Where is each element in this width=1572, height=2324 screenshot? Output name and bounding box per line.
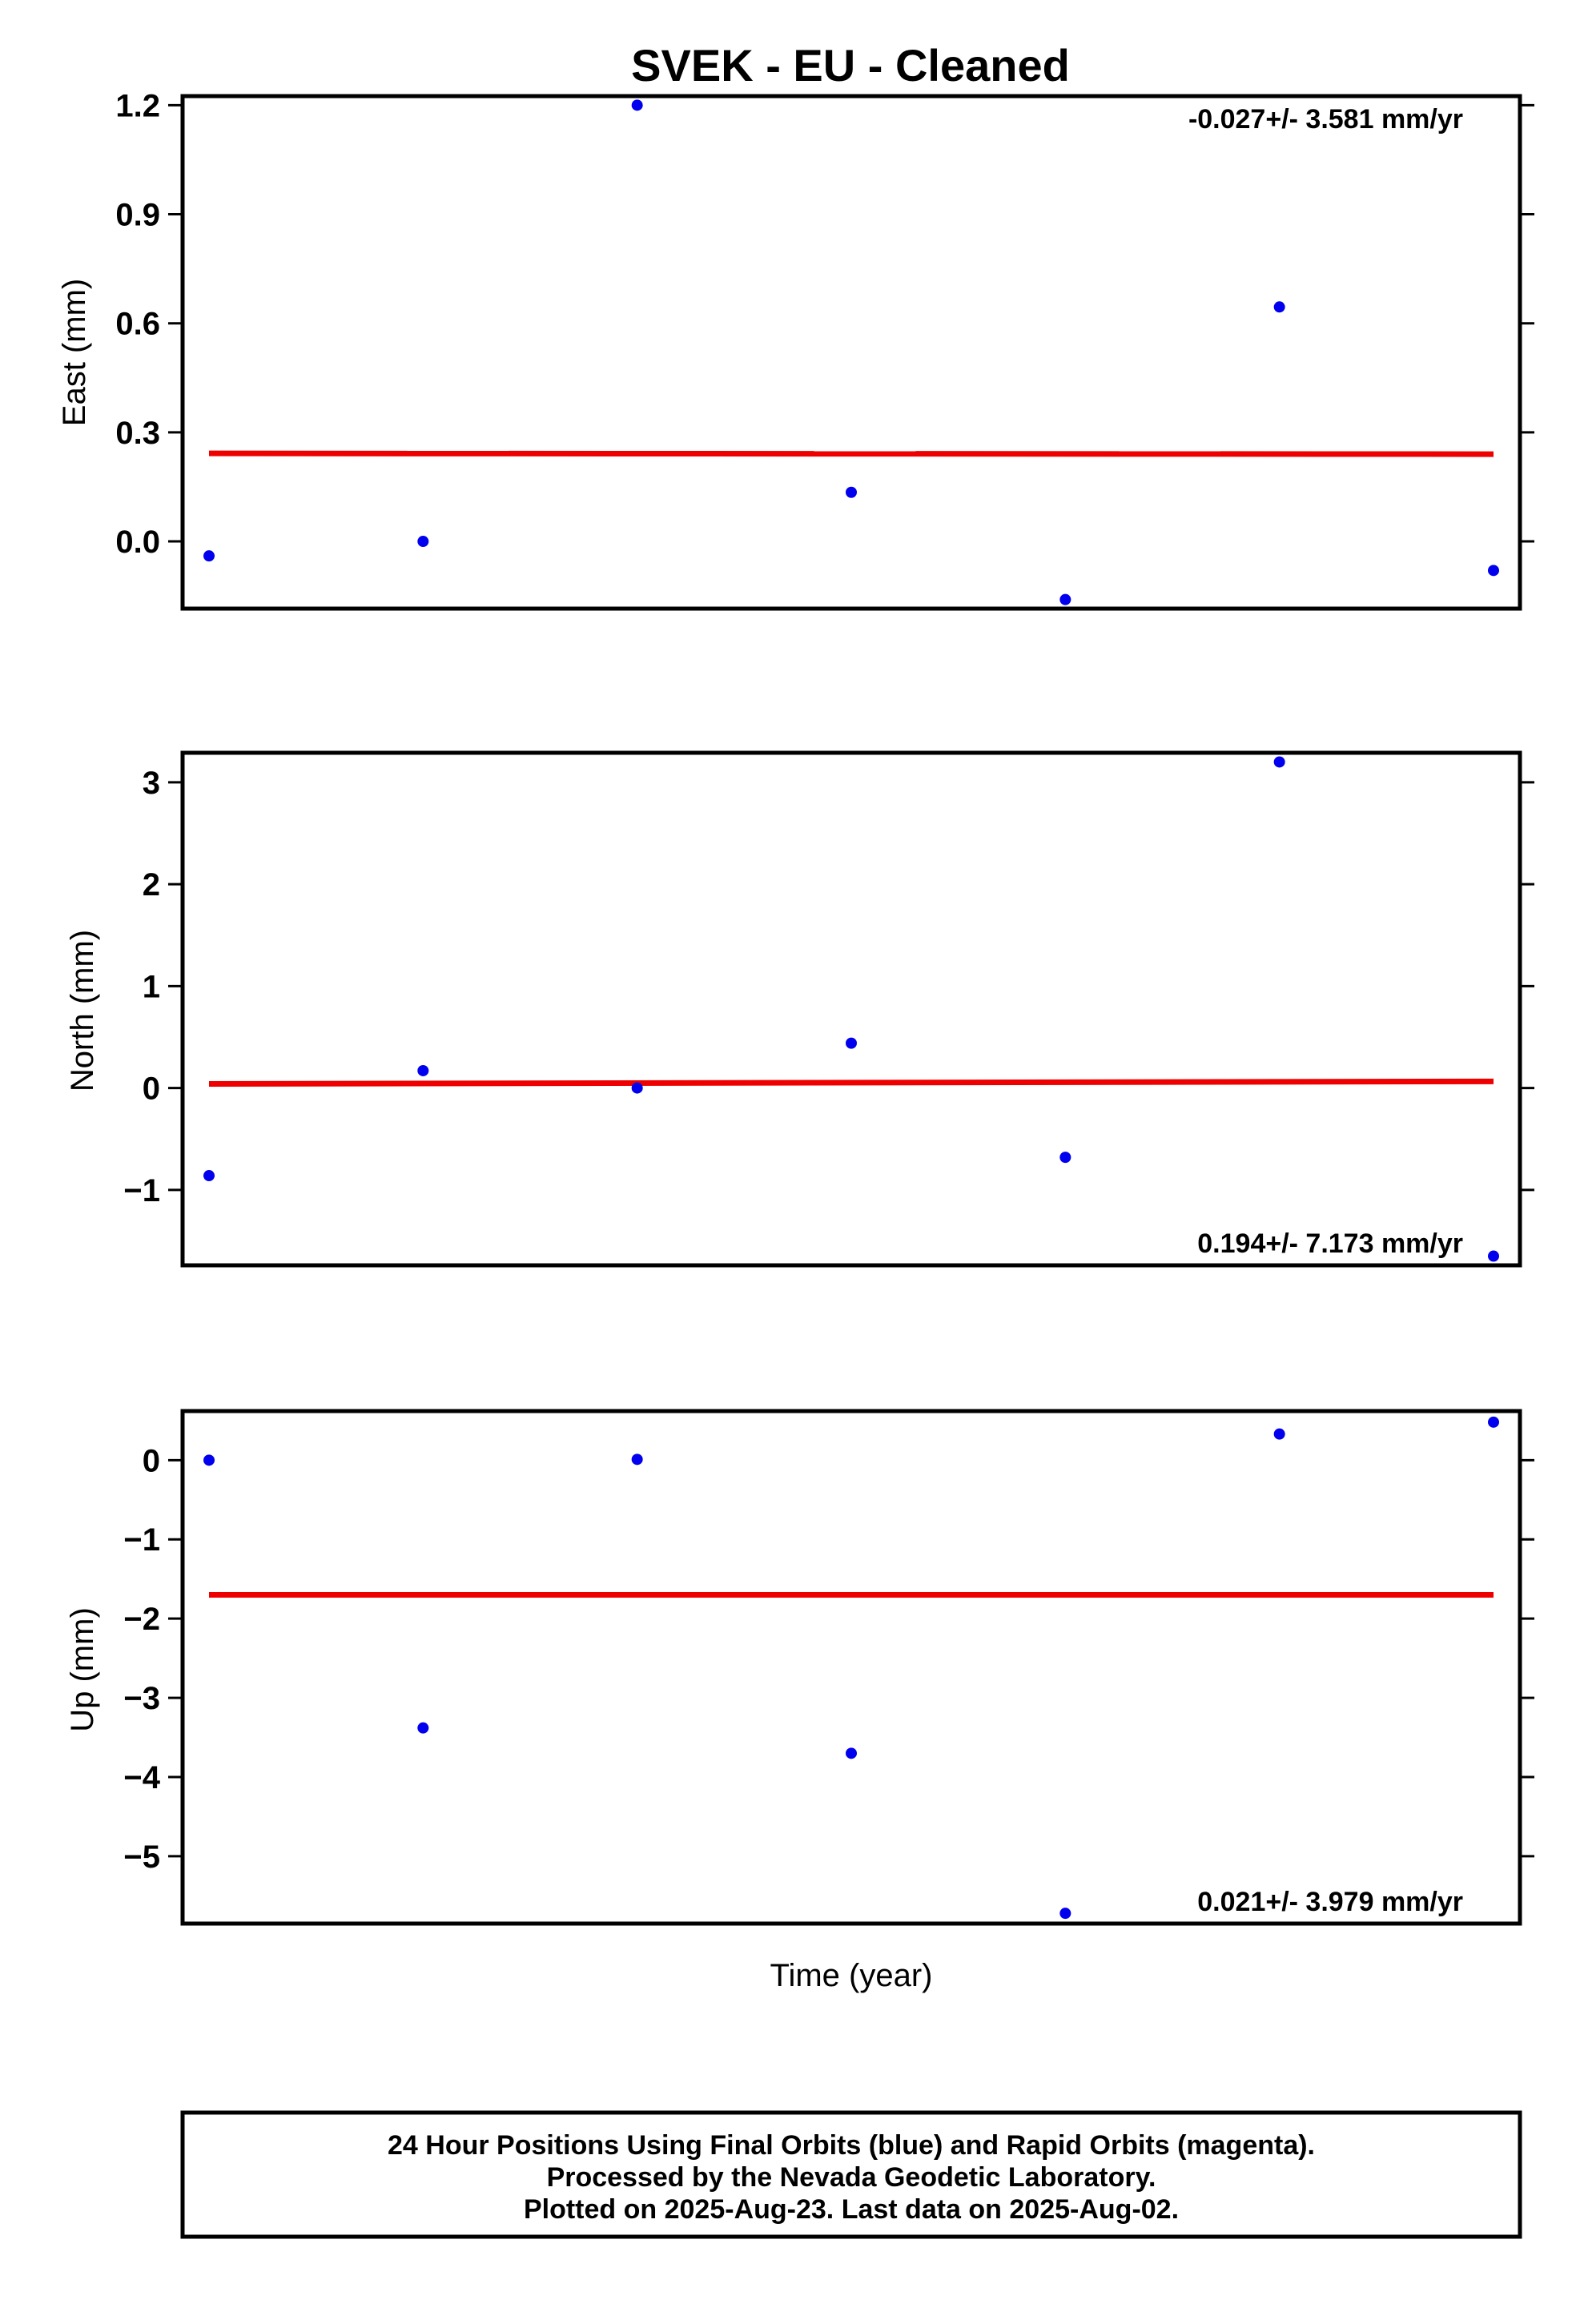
- east-plot-frame: [180, 94, 1522, 611]
- east-ytick-label: 1.2: [115, 88, 160, 123]
- footer-frame: [180, 2110, 1522, 2239]
- up-point: [203, 1454, 215, 1466]
- up-marks: 0 −1 −2 −3 −4 −5: [123, 1416, 1534, 1920]
- east-ytick-label: 0.3: [115, 416, 160, 451]
- up-panel: Up (mm) 0.021+/- 3.979 mm/yr 0 −1 −2 −3 −4 −5: [65, 1409, 1534, 1926]
- up-ytick-label: 0: [143, 1443, 160, 1478]
- up-rate-label: 0.021+/- 3.979 mm/yr: [1197, 1887, 1463, 1917]
- east-ytick-label: 0.0: [115, 525, 160, 560]
- footer-line-orbits: 24 Hour Positions Using Final Orbits (bl…: [388, 2130, 1315, 2161]
- east-ytick-label: 0.9: [115, 198, 160, 233]
- north-plot-frame: [180, 750, 1522, 1268]
- up-ytick-label: −5: [123, 1839, 160, 1875]
- north-trend-line: [208, 1078, 1494, 1088]
- north-point: [846, 1037, 857, 1049]
- east-point: [203, 550, 215, 562]
- up-plot-frame: [180, 1409, 1522, 1926]
- north-point: [1488, 1250, 1499, 1262]
- up-point: [846, 1747, 857, 1759]
- north-ytick-label: 3: [143, 766, 160, 801]
- north-point: [203, 1170, 215, 1182]
- east-rate-label: -0.027+/- 3.581 mm/yr: [1188, 104, 1463, 135]
- up-point: [1059, 1908, 1071, 1920]
- north-point: [1059, 1152, 1071, 1164]
- north-point: [417, 1064, 429, 1076]
- chart-title: SVEK - EU - Cleaned: [631, 40, 1070, 90]
- east-ytick-label: 0.6: [115, 307, 160, 342]
- east-axis-label: East (mm): [57, 279, 92, 426]
- up-point: [1488, 1416, 1499, 1428]
- up-point: [417, 1722, 429, 1734]
- east-point: [1273, 301, 1285, 313]
- east-panel: East (mm) -0.027+/- 3.581 mm/yr 1.2 0.9 0.…: [57, 88, 1534, 611]
- east-point: [1488, 565, 1499, 577]
- north-ytick-label: 1: [143, 969, 160, 1004]
- east-point: [846, 486, 857, 498]
- up-axis-label: Up (mm): [65, 1607, 100, 1732]
- up-point: [1273, 1428, 1285, 1440]
- north-axis-label: North (mm): [65, 930, 100, 1092]
- north-panel: North (mm) 0.194+/- 7.173 mm/yr 3 2 1 0 −1: [65, 750, 1534, 1268]
- up-ytick-label: −1: [123, 1522, 160, 1558]
- x-axis-label: Time (year): [770, 1958, 933, 1993]
- up-ytick-label: −4: [123, 1760, 160, 1795]
- footer-line-plotted: Plotted on 2025-Aug-23. Last data on 202…: [524, 2194, 1179, 2225]
- east-point: [631, 99, 643, 111]
- north-point: [1273, 756, 1285, 768]
- footer-line-processed: Processed by the Nevada Geodetic Laborat…: [547, 2162, 1156, 2193]
- footer-box: 24 Hour Positions Using Final Orbits (bl…: [180, 2110, 1522, 2239]
- up-ytick-label: −3: [123, 1681, 160, 1716]
- east-marks: 1.2 0.9 0.6 0.3 0.0: [115, 88, 1534, 605]
- east-point: [1059, 593, 1071, 605]
- north-ytick-label: −1: [123, 1173, 160, 1208]
- north-point: [631, 1082, 643, 1094]
- north-marks: 3 2 1 0 −1: [123, 756, 1534, 1262]
- east-point: [417, 536, 429, 548]
- up-point: [631, 1454, 643, 1466]
- north-rate-label: 0.194+/- 7.173 mm/yr: [1197, 1228, 1463, 1259]
- up-ytick-label: −2: [123, 1602, 160, 1637]
- north-ytick-label: 2: [143, 867, 160, 903]
- north-ytick-label: 0: [143, 1072, 160, 1107]
- east-trend-line: [208, 450, 1494, 457]
